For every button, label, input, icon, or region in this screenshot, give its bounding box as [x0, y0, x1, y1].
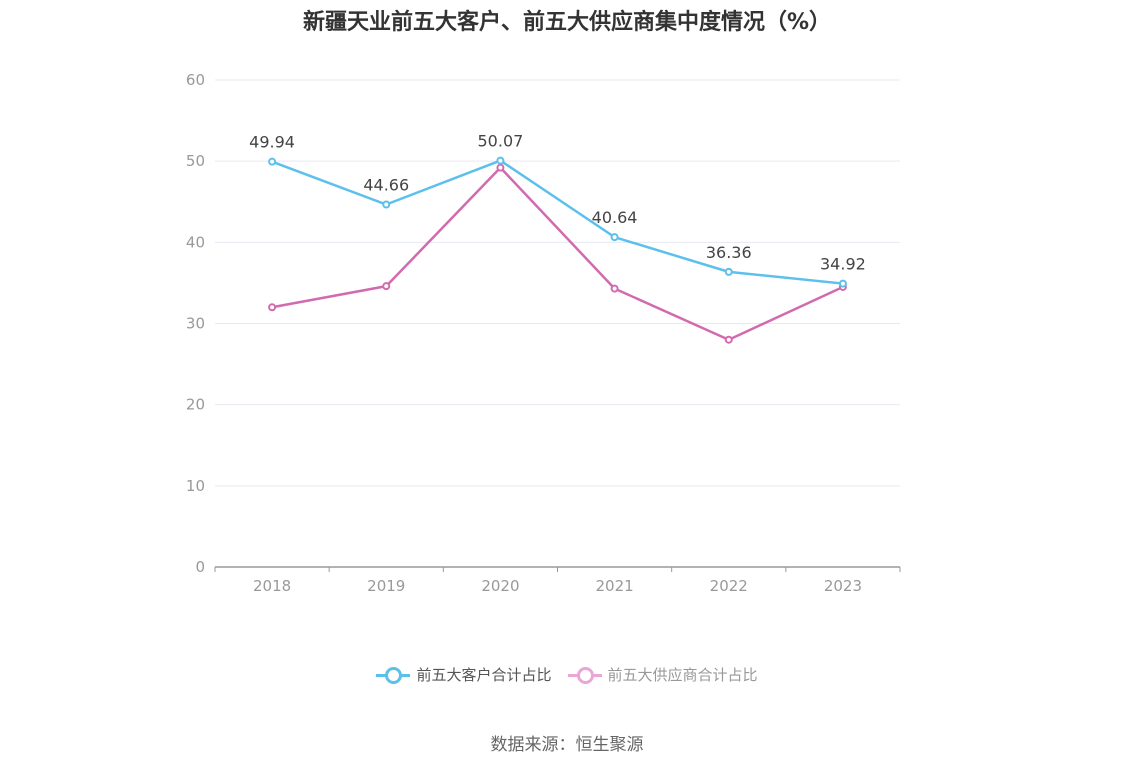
data-label: 49.94: [249, 133, 295, 152]
y-tick-label: 40: [186, 233, 205, 251]
x-tick-label: 2019: [367, 577, 405, 595]
data-source: 数据来源：恒生聚源: [490, 735, 644, 755]
legend-swatch-suppliers: [567, 666, 602, 684]
legend-label-suppliers: 前五大供应商合计占比: [607, 666, 758, 684]
y-tick-label: 0: [195, 558, 205, 576]
y-tick-label: 30: [186, 315, 205, 333]
x-tick-label: 2021: [595, 577, 633, 595]
data-label: 34.92: [820, 255, 866, 274]
data-point-1: [268, 303, 277, 312]
series-line-1: [271, 166, 844, 341]
y-tick-label: 10: [186, 477, 205, 495]
data-point-1: [610, 284, 619, 293]
data-label: 44.66: [363, 176, 409, 195]
data-label: 40.64: [592, 208, 638, 227]
x-tick-label: 2022: [710, 577, 748, 595]
y-tick-label: 60: [186, 71, 205, 89]
x-tick-label: 2018: [253, 577, 291, 595]
data-label: 36.36: [706, 243, 752, 262]
legend-item-suppliers[interactable]: 前五大供应商合计占比: [567, 664, 758, 685]
data-point-0: [838, 279, 847, 288]
data-point-1: [382, 282, 391, 291]
data-point-0: [496, 156, 505, 165]
series-line-0: [271, 159, 844, 285]
legend-item-customers[interactable]: 前五大客户合计占比: [376, 664, 552, 685]
data-point-0: [382, 200, 391, 209]
y-tick-label: 50: [186, 152, 205, 170]
legend-swatch-customers: [376, 666, 411, 684]
legend: 前五大客户合计占比 前五大供应商合计占比: [0, 664, 1134, 685]
data-point-0: [268, 157, 277, 166]
data-label: 50.07: [478, 132, 524, 151]
x-tick-label: 2023: [824, 577, 862, 595]
x-tick-label: 2020: [481, 577, 519, 595]
y-tick-label: 20: [186, 396, 205, 414]
chart-title: 新疆天业前五大客户、前五大供应商集中度情况（%）: [302, 10, 832, 35]
data-point-0: [724, 267, 733, 276]
legend-label-customers: 前五大客户合计占比: [416, 666, 552, 684]
data-point-1: [496, 163, 505, 172]
data-point-1: [724, 335, 733, 344]
data-point-0: [610, 233, 619, 242]
